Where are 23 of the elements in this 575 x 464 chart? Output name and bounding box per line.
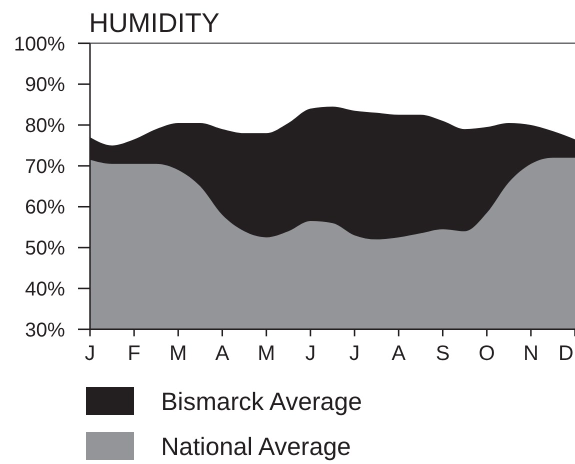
y-tick-label: 40% bbox=[24, 278, 66, 300]
x-tick-label: D bbox=[558, 342, 574, 365]
x-tick-label: N bbox=[523, 342, 538, 365]
x-tick-label: A bbox=[392, 342, 406, 365]
x-tick-label: S bbox=[436, 342, 450, 365]
chart-title: HUMIDITY bbox=[89, 8, 220, 38]
y-tick-label: 50% bbox=[24, 238, 66, 260]
x-tick-label: A bbox=[215, 342, 230, 365]
x-tick-label: M bbox=[169, 342, 187, 365]
y-tick-label: 30% bbox=[24, 319, 66, 342]
y-tick-label: 80% bbox=[24, 115, 66, 138]
x-tick-label: F bbox=[128, 342, 141, 365]
y-tick-label: 70% bbox=[24, 156, 66, 178]
x-tick-label: J bbox=[349, 342, 360, 365]
x-tick-label: M bbox=[258, 342, 276, 365]
y-tick-label: 90% bbox=[24, 74, 66, 96]
x-tick-label: O bbox=[478, 342, 495, 365]
x-tick-label: J bbox=[84, 342, 96, 365]
x-tick-label: J bbox=[305, 342, 316, 365]
legend-label: Bismarck Average bbox=[161, 388, 362, 416]
y-tick-label: 100% bbox=[14, 33, 66, 56]
y-tick-label: 60% bbox=[24, 196, 66, 219]
legend-label: National Average bbox=[161, 433, 351, 461]
